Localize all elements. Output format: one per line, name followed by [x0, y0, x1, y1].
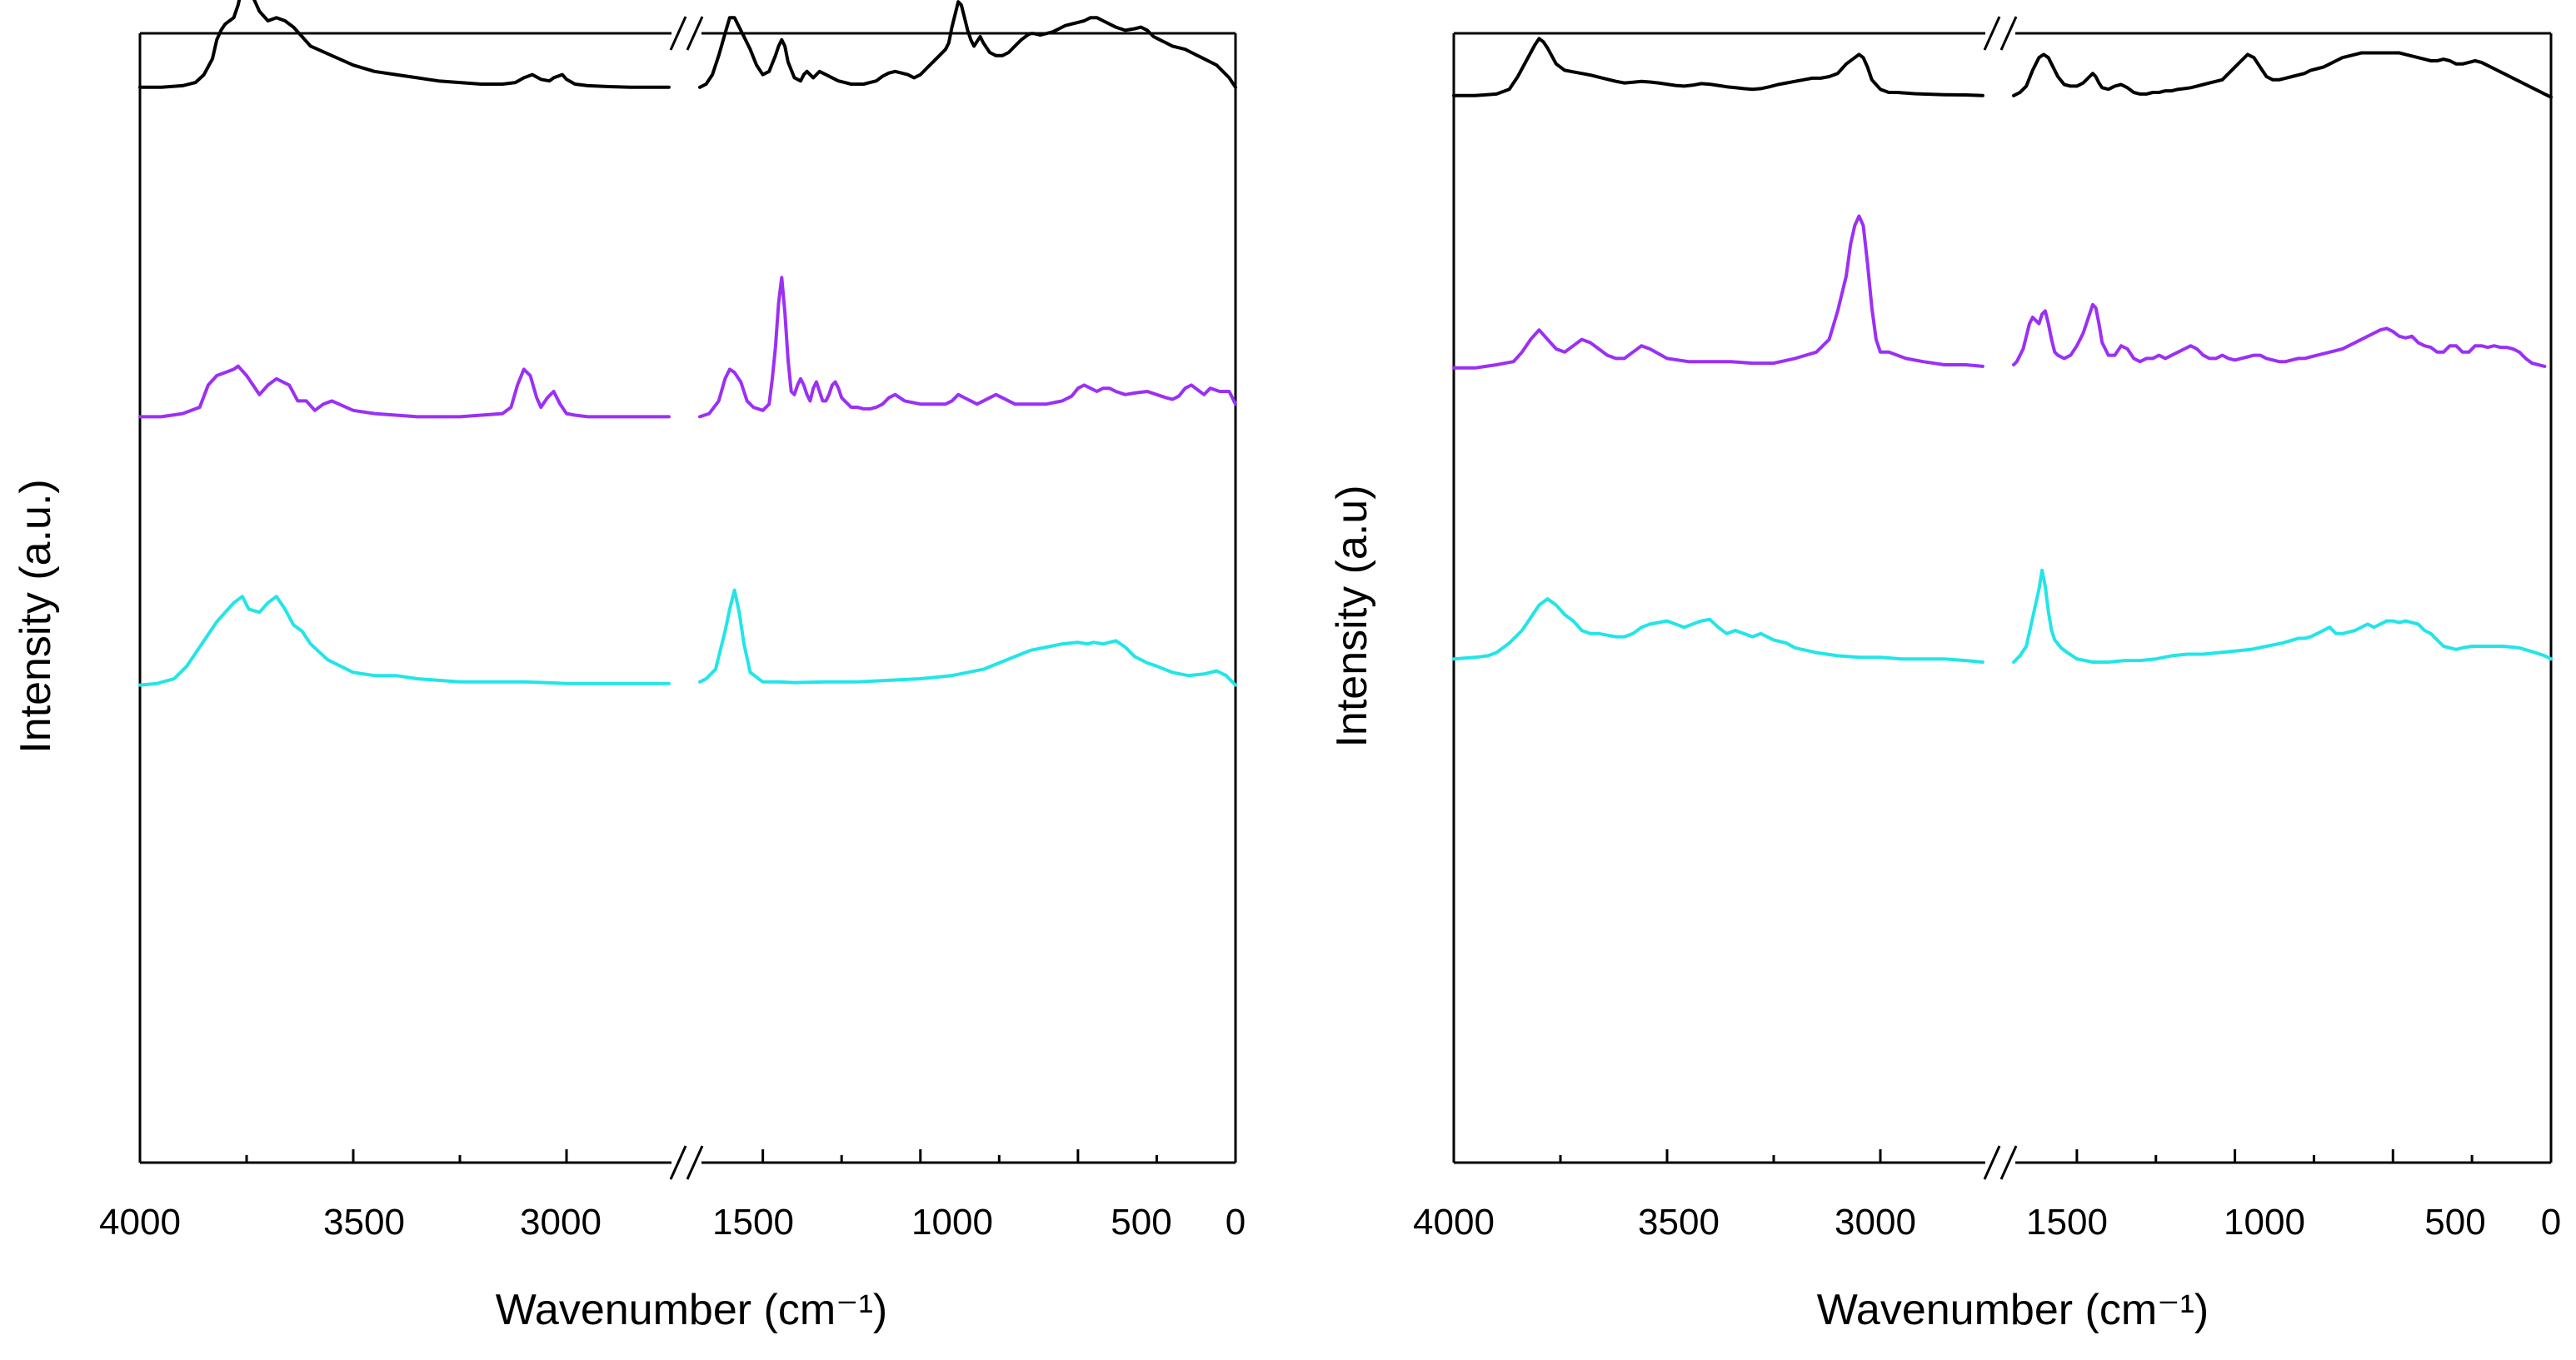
x-tick-label-0: 0 [1226, 1202, 1246, 1243]
series-line-top-trace-segment-1 [138, 595, 671, 687]
x-tick-label-500: 500 [1111, 1202, 1171, 1243]
x-axis-title: Wavenumber (cm⁻¹) [1817, 1286, 2209, 1334]
x-tick-label-3500: 3500 [1638, 1202, 1720, 1243]
series-line-bottom-trace-segment-1 [138, 0, 671, 89]
axis-break-mark [686, 1145, 704, 1180]
series-line-top-trace-segment-2 [698, 588, 1237, 687]
series-line-bottom-trace-segment-2 [2012, 51, 2553, 99]
axis-break-mark [669, 16, 687, 51]
series-line-top-trace-segment-2 [2012, 568, 2553, 664]
axis-break-mark [1983, 16, 2001, 51]
series-line-middle-trace-segment-1 [1452, 214, 1984, 370]
x-tick-label-3500: 3500 [323, 1202, 405, 1243]
x-tick-label-1500: 1500 [712, 1202, 794, 1243]
x-tick-label-3000: 3000 [520, 1202, 602, 1243]
y-axis-title: Intensity (a.u) [1328, 485, 1376, 747]
series-line-bottom-trace-segment-2 [698, 0, 1237, 89]
x-tick-label-4000: 4000 [1413, 1202, 1495, 1243]
y-axis-title: Intensity (a.u.) [12, 479, 60, 753]
axis-break-mark [1999, 1145, 2018, 1180]
right-panel: 4000 3500 3000 1500 1000 500 0 Wavenumbe… [1328, 16, 2561, 1334]
x-tick-label-0: 0 [2541, 1202, 2561, 1243]
x-tick-label-3000: 3000 [1835, 1202, 1916, 1243]
series-line-top-trace-segment-1 [1452, 597, 1984, 664]
axis-break-mark [669, 1145, 687, 1180]
series-line-middle-trace-segment-2 [2012, 302, 2547, 368]
series-line-middle-trace-segment-2 [698, 276, 1237, 419]
axis-break-mark [1999, 16, 2018, 51]
axis-break-mark [1983, 1145, 2001, 1180]
x-tick-label-1000: 1000 [2224, 1202, 2305, 1243]
left-panel: 4000 3500 3000 1500 1000 500 0 Wavenumbe… [12, 0, 1246, 1334]
x-tick-label-500: 500 [2424, 1202, 2485, 1243]
x-axis-title: Wavenumber (cm⁻¹) [496, 1286, 887, 1334]
x-tick-label-1000: 1000 [911, 1202, 993, 1243]
x-tick-label-1500: 1500 [2026, 1202, 2108, 1243]
series-line-middle-trace-segment-1 [138, 364, 671, 419]
x-tick-label-4000: 4000 [99, 1202, 181, 1243]
axis-break-mark [686, 16, 704, 51]
series-line-bottom-trace-segment-1 [1452, 37, 1984, 97]
